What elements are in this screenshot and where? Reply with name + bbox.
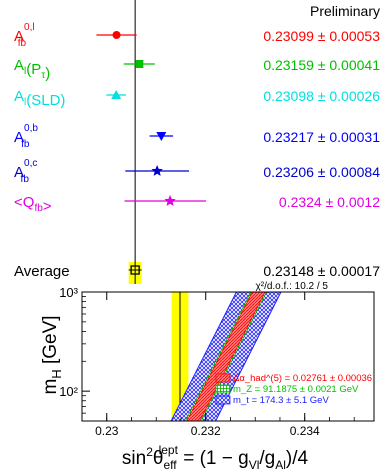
measurement-value: 0.23099 ± 0.00053 [263, 28, 380, 44]
x-tick-label: 0.232 [191, 424, 221, 438]
measurement-value: 0.23098 ± 0.00026 [263, 88, 380, 104]
legend-label: m_t = 174.3 ± 5.1 GeV [233, 395, 329, 406]
plot-frame [81, 291, 375, 422]
sin2theta-band [171, 292, 189, 421]
x-tick-label: 0.234 [290, 424, 320, 438]
measurement-value: 0.23159 ± 0.00041 [263, 57, 380, 73]
legend-swatch [215, 384, 231, 394]
measurement-row: A0,b fb 0.23217 ± 0.00031 [14, 123, 380, 150]
measurement-row: A0,c fb 0.23206 ± 0.00084 [14, 158, 380, 185]
mh-panel: 0.23 0.232 0.234 10² 10³ Δα_had^(5) = 0.0276… [40, 285, 375, 472]
data-point [112, 31, 121, 39]
average-row: Average 0.23148 ± 0.00017 χ²/d.o.f.: 10.2 … [14, 263, 380, 292]
average-label: Average [14, 263, 70, 280]
alpha-band [186, 292, 266, 421]
data-point [156, 132, 167, 141]
measurement-label: Al(Pτ) [14, 57, 50, 82]
legend-swatch [215, 395, 231, 405]
sm-prediction-bands [170, 292, 282, 421]
measurement-row: <Qfb> 0.2324 ± 0.0012 [14, 194, 380, 215]
svg-text:mH [GeV]: mH [GeV] [40, 315, 64, 394]
y-axis-label: mH [GeV] [40, 315, 64, 394]
data-point [135, 60, 144, 68]
y-tick-label: 10² [59, 384, 78, 399]
x-tick-label: 0.23 [95, 424, 119, 438]
data-point [130, 265, 140, 275]
legend-swatch [215, 373, 231, 383]
legend-label: m_Z = 91.1875 ± 0.0021 GeV [233, 384, 359, 395]
measurement-label: A0,c fb [14, 158, 37, 185]
preliminary-label: Preliminary [310, 3, 380, 19]
measurement-row: Al(SLD) 0.23098 ± 0.00026 [14, 88, 380, 109]
legend-label: Δα_had^(5) = 0.02761 ± 0.00036 [233, 373, 372, 384]
data-point [151, 165, 163, 176]
measurement-row: A0,l fb 0.23099 ± 0.00053 [14, 22, 380, 49]
axis-ticks: 0.23 0.232 0.234 10² 10³ [59, 285, 355, 438]
measurement-value: 0.23206 ± 0.00084 [263, 164, 380, 180]
measurement-label: A0,l fb [14, 22, 35, 49]
measurement-value: 0.23217 ± 0.00031 [263, 129, 380, 145]
measurement-label: <Qfb> [14, 194, 52, 215]
x-axis-label: sin2θefflept = (1 − gVl/gAl)/4 [122, 443, 309, 472]
average-value: 0.23148 ± 0.00017 [263, 263, 380, 279]
measurement-value: 0.2324 ± 0.0012 [279, 194, 380, 210]
y-tick-label: 10³ [59, 285, 78, 300]
measurement-row: Al(Pτ) 0.23159 ± 0.00041 [14, 57, 380, 82]
measurements-panel: A0,l fb 0.23099 ± 0.00053 Al(Pτ) 0.23159 ± 0… [14, 0, 380, 292]
measurement-label: A0,b fb [14, 123, 38, 150]
data-point [111, 90, 122, 99]
measurement-rows: A0,l fb 0.23099 ± 0.00053 Al(Pτ) 0.23159 ± 0… [14, 22, 380, 292]
data-point [164, 195, 176, 206]
chi2-label: χ²/d.o.f.: 10.2 / 5 [255, 281, 328, 292]
measurement-label: Al(SLD) [14, 88, 65, 109]
prediction-layers [170, 292, 282, 421]
